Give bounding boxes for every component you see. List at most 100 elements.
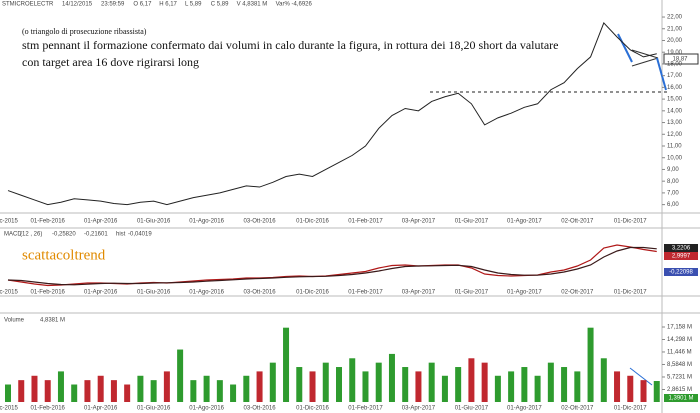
volume-bar xyxy=(362,371,369,402)
y-tick-label: 17,00 xyxy=(667,73,683,79)
x-tick-label: 01-Ago-2017 xyxy=(507,219,542,225)
x-tick-label: 01-Dic-2017 xyxy=(614,290,647,296)
volume-bar xyxy=(508,371,515,402)
header-field: 14/12/2015 xyxy=(62,2,93,8)
volume-bar xyxy=(640,380,647,402)
volume-bar xyxy=(243,375,250,402)
trend-arrow xyxy=(617,33,633,63)
volume-bar xyxy=(521,367,528,402)
volume-bar xyxy=(349,358,356,402)
x-tick-label: 02-Ott-2017 xyxy=(561,406,594,412)
annotation: (o triangolo di prosecuzione ribassista) xyxy=(22,27,147,36)
y-tick-label: 15,00 xyxy=(667,97,683,103)
x-tick-label: ic-2015 xyxy=(0,290,18,296)
annotation: scattacoltrend xyxy=(22,247,106,263)
pennant-line xyxy=(631,57,659,67)
y-tick-label: 16,00 xyxy=(667,85,683,91)
panel-header: 4,8381 M xyxy=(40,318,65,324)
x-tick-label: 01-Ago-2016 xyxy=(189,290,224,296)
y-tick-label: 11,00 xyxy=(667,144,682,150)
y-tick-label: 20,00 xyxy=(667,38,683,44)
x-tick-label: 02-Ott-2017 xyxy=(561,219,594,225)
x-tick-label: 01-Feb-2016 xyxy=(31,406,66,412)
volume-bar xyxy=(375,362,382,402)
panel-title: Volume xyxy=(4,318,25,324)
volume-bar xyxy=(230,384,237,402)
y-tick-label: 7,00 xyxy=(667,190,679,196)
volume-bar xyxy=(322,362,329,402)
volume-bar xyxy=(309,371,316,402)
volume-bar xyxy=(653,381,660,402)
x-tick-label: 01-Giu-2016 xyxy=(137,290,171,296)
volume-bar xyxy=(150,380,157,402)
y-tick-label: 19,00 xyxy=(667,50,683,56)
y-tick-label: 10,00 xyxy=(667,155,683,161)
x-tick-label: 03-Ott-2016 xyxy=(244,290,277,296)
panel-title: MACD xyxy=(4,232,22,238)
volume-bar xyxy=(587,327,594,402)
volume-bar xyxy=(415,371,422,402)
header: 14/12/2015 23:59:59 O 6,17 H 6,17 L 5,89 C 5,… xyxy=(62,2,313,8)
series-line xyxy=(7,21,657,206)
header-field: Var% -4,6926 xyxy=(276,2,313,8)
x-tick-label: 02-Ott-2017 xyxy=(561,290,594,296)
y-tick-label: 21,00 xyxy=(667,26,683,32)
x-tick-label: 01-Ago-2016 xyxy=(189,406,224,412)
volume-bar xyxy=(600,358,607,402)
y-tick-label: 6,00 xyxy=(667,202,679,208)
x-tick-label: 01-Dic-2016 xyxy=(296,290,329,296)
symbol: STMICROELECTR xyxy=(2,2,54,8)
annotation: stm pennant il formazione confermato dai… xyxy=(22,38,559,52)
value-label: -0,22098 xyxy=(669,270,693,276)
y-tick-label: 11,446 M xyxy=(667,350,692,356)
volume-bar xyxy=(110,380,117,402)
volume-bar xyxy=(216,380,223,402)
x-tick-label: 03-Ott-2016 xyxy=(244,406,277,412)
volume-bar xyxy=(31,375,38,402)
panel-header: hist xyxy=(116,232,126,238)
volume-bar xyxy=(177,349,184,402)
x-tick-label: 01-Ago-2017 xyxy=(507,406,542,412)
x-tick-label: 03-Apr-2017 xyxy=(402,219,436,225)
x-tick-label: 01-Giu-2017 xyxy=(455,406,489,412)
x-tick-label: 01-Feb-2016 xyxy=(31,219,66,225)
value-box xyxy=(664,394,698,402)
volume-bar xyxy=(256,371,263,402)
volume-bar xyxy=(190,380,197,402)
x-tick-label: 01-Feb-2017 xyxy=(348,219,383,225)
annotation: con target area 16 dove rigirarsi long xyxy=(22,55,199,69)
volume-bar xyxy=(336,367,342,402)
volume-bar xyxy=(481,362,488,402)
x-tick-label: 01-Ago-2016 xyxy=(189,219,224,225)
x-tick-label: 01-Giu-2016 xyxy=(137,219,171,225)
x-tick-label: 01-Apr-2016 xyxy=(84,219,118,225)
x-tick-label: 01-Feb-2017 xyxy=(348,290,383,296)
panel-header: (12 , 26) xyxy=(20,232,42,238)
x-tick-label: 01-Dic-2016 xyxy=(296,219,329,225)
panel-header: -0,25820 xyxy=(52,232,76,238)
volume-bar xyxy=(137,375,144,402)
x-tick-label: 01-Feb-2016 xyxy=(31,290,66,296)
x-tick-label: 03-Apr-2017 xyxy=(402,406,436,412)
x-tick-label: 01-Feb-2017 xyxy=(348,406,383,412)
value-box xyxy=(664,252,698,260)
x-tick-label: 01-Apr-2016 xyxy=(84,290,118,296)
volume-trend xyxy=(629,367,653,386)
volume-bar xyxy=(124,384,131,402)
y-tick-label: 12,00 xyxy=(667,132,683,138)
value-box xyxy=(664,244,698,252)
value-label: 1,3901 M xyxy=(668,396,693,402)
y-tick-label: 17,158 M xyxy=(667,325,692,331)
volume-bar xyxy=(97,375,104,402)
volume-bar xyxy=(203,375,210,402)
volume-bar xyxy=(547,362,554,402)
y-tick-label: 14,298 M xyxy=(667,337,692,343)
x-tick-label: 01-Apr-2016 xyxy=(84,406,118,412)
x-tick-label: 01-Giu-2017 xyxy=(455,219,489,225)
header-field: O 6,17 xyxy=(133,2,152,8)
x-tick-label: 01-Dic-2017 xyxy=(614,219,647,225)
x-tick-label: 01-Giu-2017 xyxy=(455,290,489,296)
header-field: V 4,8381 M xyxy=(237,2,268,8)
x-tick-label: 01-Dic-2016 xyxy=(296,406,329,412)
volume-bar xyxy=(44,380,51,402)
